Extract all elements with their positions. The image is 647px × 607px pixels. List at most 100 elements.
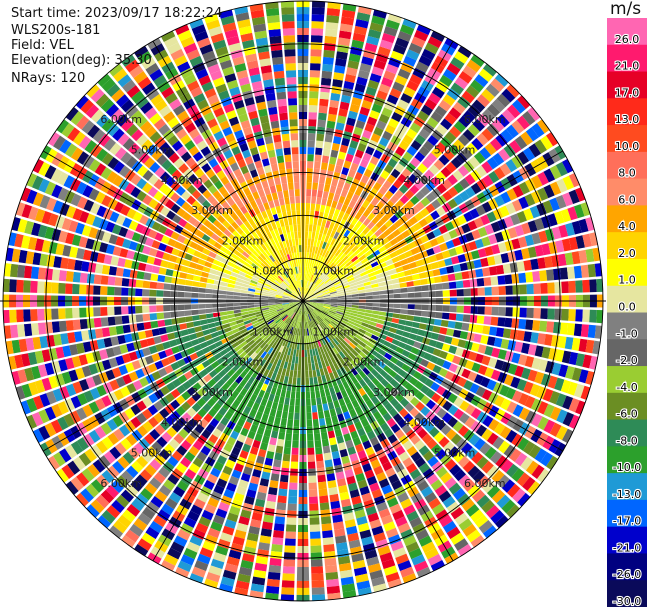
velocity-gate (341, 426, 350, 436)
velocity-gate (376, 382, 385, 392)
velocity-gate (339, 235, 347, 244)
velocity-gate (476, 133, 489, 146)
velocity-gate (341, 9, 356, 19)
velocity-gate (192, 281, 200, 287)
velocity-gate (211, 383, 221, 393)
velocity-gate (356, 343, 364, 351)
velocity-gate (561, 159, 574, 174)
velocity-gate (113, 520, 128, 534)
velocity-gate (309, 298, 317, 301)
velocity-gate (108, 266, 118, 276)
velocity-gate (420, 358, 430, 368)
velocity-gate (356, 76, 368, 86)
velocity-gate (233, 306, 241, 310)
velocity-gate (476, 315, 485, 324)
velocity-gate (184, 451, 196, 463)
velocity-gate (323, 184, 331, 192)
velocity-gate (246, 489, 257, 499)
velocity-gate (309, 384, 315, 392)
velocity-gate (454, 51, 469, 64)
velocity-gate (418, 462, 431, 474)
velocity-gate (284, 545, 296, 553)
velocity-gate (233, 288, 242, 293)
velocity-gate (171, 277, 180, 285)
velocity-gate (240, 362, 249, 370)
velocity-gate (125, 433, 138, 446)
velocity-gate (272, 423, 280, 432)
velocity-gate (573, 204, 585, 219)
velocity-gate (401, 423, 412, 434)
velocity-gate (307, 314, 310, 322)
velocity-gate (288, 489, 298, 497)
velocity-gate (309, 282, 313, 289)
velocity-gate (331, 200, 338, 209)
velocity-gate (307, 245, 311, 253)
velocity-gate (431, 503, 445, 516)
velocity-gate (371, 377, 380, 386)
velocity-gate (266, 450, 275, 460)
velocity-gate (180, 522, 194, 535)
velocity-gate (319, 284, 327, 290)
velocity-gate (330, 306, 338, 310)
velocity-gate (283, 552, 296, 560)
velocity-gate (292, 433, 299, 441)
velocity-gate (445, 428, 457, 441)
velocity-gate (191, 392, 202, 402)
velocity-gate (324, 235, 330, 243)
velocity-gate (315, 140, 324, 149)
velocity-gate (352, 32, 366, 43)
velocity-gate (395, 247, 404, 256)
velocity-gate (321, 329, 327, 337)
velocity-gate (364, 469, 375, 479)
velocity-gate (391, 256, 400, 264)
velocity-gate (212, 289, 220, 295)
velocity-gate (267, 347, 274, 355)
velocity-gate (327, 592, 341, 600)
velocity-gate (101, 510, 116, 524)
velocity-gate (560, 379, 572, 394)
velocity-gate (336, 225, 343, 234)
velocity-gate (202, 402, 212, 413)
velocity-gate (205, 303, 213, 309)
velocity-gate (192, 382, 202, 392)
velocity-gate (337, 297, 345, 300)
velocity-gate (436, 206, 446, 217)
velocity-gate (511, 120, 525, 134)
velocity-gate (314, 308, 321, 313)
velocity-gate (334, 258, 342, 266)
velocity-gate (446, 501, 460, 514)
velocity-gate (173, 535, 188, 547)
velocity-gate (133, 442, 145, 455)
velocity-gate (304, 335, 307, 343)
velocity-gate (311, 196, 317, 204)
velocity-gate (397, 224, 407, 234)
velocity-gate (311, 319, 315, 327)
velocity-gate (389, 397, 399, 408)
velocity-gate (310, 63, 321, 71)
velocity-gate (386, 360, 396, 369)
velocity-gate (242, 354, 250, 362)
velocity-gate (280, 322, 286, 329)
velocity-gate (289, 334, 293, 342)
velocity-gate (417, 163, 428, 174)
velocity-gate (406, 255, 415, 264)
velocity-gate (362, 462, 372, 473)
velocity-gate (353, 25, 368, 36)
velocity-gate (486, 336, 496, 346)
velocity-gate (370, 317, 378, 323)
velocity-gate (317, 324, 323, 331)
velocity-gate (484, 306, 492, 316)
velocity-gate (303, 321, 306, 329)
velocity-gate (321, 287, 329, 292)
velocity-gate (65, 283, 73, 294)
velocity-gate (367, 29, 382, 39)
velocity-gate (312, 224, 317, 233)
velocity-gate (351, 305, 359, 309)
velocity-gate (365, 399, 374, 409)
velocity-gate (435, 448, 447, 461)
velocity-gate (51, 308, 59, 320)
velocity-gate (421, 285, 429, 292)
velocity-gate (287, 333, 292, 341)
velocity-gate (201, 392, 212, 403)
velocity-gate (291, 334, 295, 342)
